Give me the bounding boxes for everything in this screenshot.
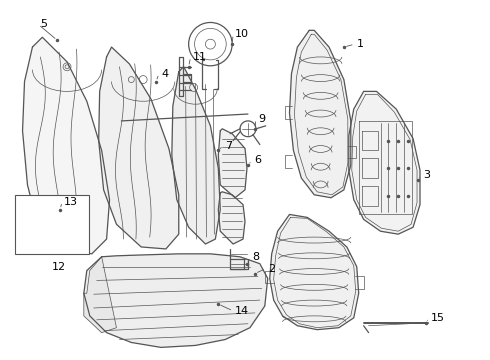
Polygon shape bbox=[270, 215, 359, 330]
Polygon shape bbox=[84, 257, 117, 333]
Text: 14: 14 bbox=[235, 306, 249, 316]
Text: 6: 6 bbox=[254, 155, 261, 165]
Text: 4: 4 bbox=[161, 69, 168, 79]
Polygon shape bbox=[219, 192, 245, 244]
Text: 2: 2 bbox=[268, 264, 275, 274]
Text: 5: 5 bbox=[40, 19, 48, 30]
Text: 7: 7 bbox=[225, 140, 232, 150]
Text: 3: 3 bbox=[423, 170, 430, 180]
Polygon shape bbox=[219, 129, 247, 198]
Polygon shape bbox=[84, 254, 268, 347]
Text: 10: 10 bbox=[235, 29, 249, 39]
Text: 13: 13 bbox=[64, 197, 78, 207]
Polygon shape bbox=[349, 91, 420, 234]
Polygon shape bbox=[98, 47, 179, 249]
Text: 1: 1 bbox=[357, 39, 364, 49]
Polygon shape bbox=[23, 37, 110, 254]
Polygon shape bbox=[172, 67, 220, 244]
Text: 11: 11 bbox=[193, 52, 207, 62]
Text: 12: 12 bbox=[52, 262, 66, 272]
Text: 15: 15 bbox=[431, 313, 445, 323]
Polygon shape bbox=[290, 30, 351, 198]
FancyBboxPatch shape bbox=[15, 195, 89, 254]
Text: 9: 9 bbox=[258, 114, 265, 124]
Text: 8: 8 bbox=[252, 252, 259, 262]
